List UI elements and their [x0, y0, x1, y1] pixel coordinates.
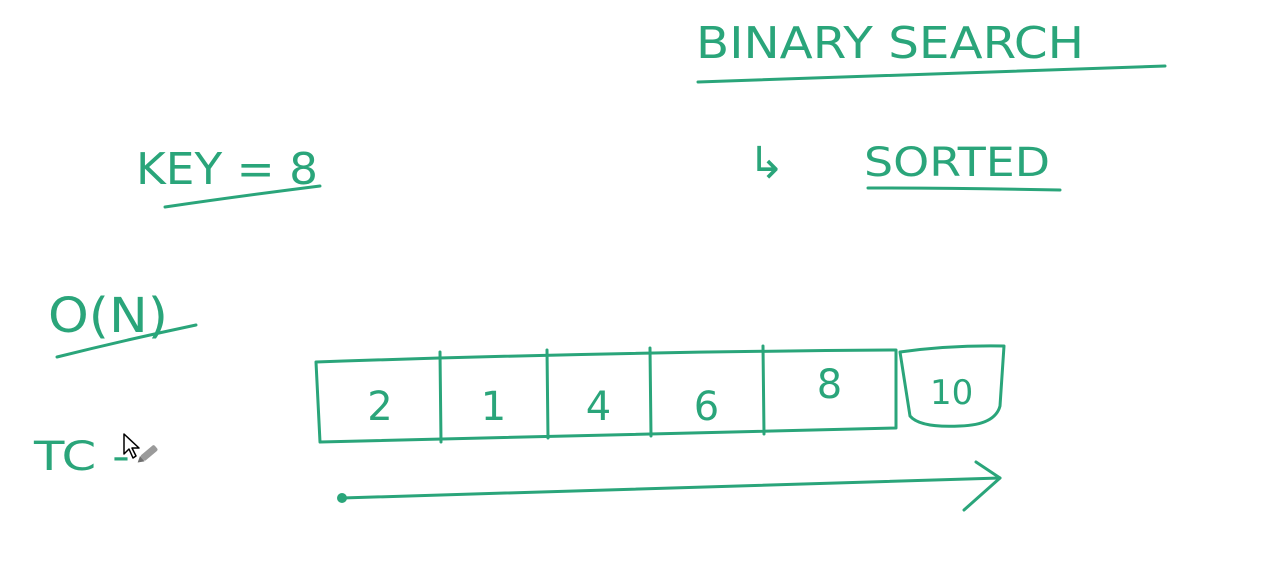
array-boxes: 2 1 4 6 8: [314, 344, 898, 444]
scan-arrow-head: [962, 460, 1002, 512]
title-underline: [696, 64, 1167, 84]
title-text: BINARY SEARCH: [696, 18, 1084, 69]
array-divider: [545, 348, 550, 440]
arrow-cursor-icon: [123, 433, 140, 459]
sorted-note-text: SORTED: [864, 140, 1050, 186]
pen-tool-icon: [137, 445, 158, 463]
array-divider: [438, 350, 443, 444]
array-divider: [761, 344, 766, 436]
array-cell-value: 1: [481, 384, 506, 430]
array-cell-value: 8: [817, 362, 842, 408]
key-underline: [163, 184, 322, 209]
extra-cell-box: [898, 344, 1006, 428]
key-label-text: KEY = 8: [136, 144, 318, 195]
array-outline: [314, 348, 898, 444]
array-cell-value: 4: [586, 384, 611, 430]
scan-arrow-line: [340, 476, 1002, 500]
complexity-underline: [55, 323, 198, 359]
extra-cell-value: 10: [930, 373, 973, 413]
array-cell-value: 6: [694, 384, 719, 430]
sorted-arrow-glyph: ↳: [748, 138, 785, 189]
tc-label-text: TC -: [33, 434, 130, 480]
sorted-underline: [866, 186, 1062, 192]
array-divider: [648, 346, 653, 438]
array-cell-value: 2: [367, 384, 392, 430]
